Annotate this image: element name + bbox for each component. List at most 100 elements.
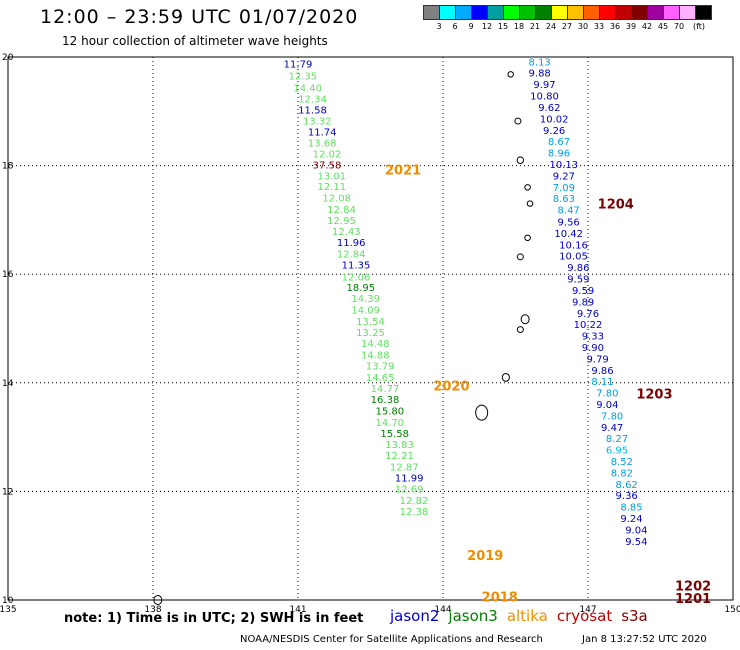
island-outline <box>514 117 522 125</box>
wave-height-value: 9.86 <box>567 263 589 274</box>
wave-height-value: 9.54 <box>625 537 647 548</box>
map-title: 12:00 – 23:59 UTC 01/07/2020 <box>40 6 359 28</box>
wave-height-value: 7.80 <box>601 411 623 422</box>
latitude-tick-label: 18 <box>2 162 14 172</box>
wave-height-value: 8.27 <box>606 434 628 445</box>
wave-height-value: 9.33 <box>582 332 604 343</box>
wave-height-value: 9.86 <box>591 366 613 377</box>
wave-height-value: 8.82 <box>611 468 633 479</box>
wave-height-value: 14.09 <box>351 305 380 316</box>
satellite-legend: jason2 jason3 altika cryosat s3a <box>390 607 657 625</box>
island-outline <box>520 314 530 325</box>
wave-height-value: 12.21 <box>385 451 414 462</box>
latitude-tick-label: 14 <box>2 379 14 389</box>
wave-height-value: 9.88 <box>529 69 551 80</box>
wave-height-value: 9.04 <box>596 400 618 411</box>
wave-height-value: 14.40 <box>293 83 322 94</box>
color-scale-label: 6 <box>452 22 458 31</box>
wave-height-value: 9.89 <box>572 297 594 308</box>
wave-height-value: 8.47 <box>558 206 580 217</box>
longitude-tick-label: 135 <box>0 605 17 615</box>
wave-height-value: 13.54 <box>356 317 385 328</box>
footer-note: note: 1) Time is in UTC; 2) SWH is in fe… <box>64 611 364 626</box>
island-outline <box>507 71 514 78</box>
color-scale-label: 45 <box>657 22 669 31</box>
wave-height-value: 14.48 <box>361 339 390 350</box>
wave-height-value: 12.34 <box>298 94 327 105</box>
wave-height-value: 8.11 <box>591 377 613 388</box>
wave-height-value: 11.79 <box>284 60 313 71</box>
wave-height-value: 12.43 <box>332 227 361 238</box>
color-scale-label: 15 <box>497 22 509 31</box>
wave-height-value: 14.65 <box>366 373 395 384</box>
latitude-tick-label: 12 <box>2 487 13 497</box>
credit-line: NOAA/NESDIS Center for Satellite Applica… <box>240 634 543 645</box>
wave-height-value: 9.36 <box>616 491 638 502</box>
wave-height-value: 13.01 <box>318 171 347 182</box>
longitude-tick-label: 144 <box>434 605 451 615</box>
color-scale-label: 18 <box>513 22 525 31</box>
island-outline <box>516 326 524 334</box>
latitude-tick-label: 16 <box>2 270 14 280</box>
map-frame <box>7 56 734 601</box>
wave-height-value: 9.97 <box>533 80 555 91</box>
year-label: 2021 <box>385 163 421 178</box>
wave-height-value: 7.80 <box>596 389 618 400</box>
legend-item-cryosat: cryosat <box>556 607 613 625</box>
wave-height-value: 15.80 <box>376 406 405 417</box>
wave-height-value: 8.85 <box>620 503 642 514</box>
longitude-tick-label: 138 <box>144 605 161 615</box>
wave-height-value: 12.08 <box>322 194 351 205</box>
color-scale-label: 21 <box>529 22 541 31</box>
wave-height-value: 10.13 <box>550 160 579 171</box>
latitude-tick-label: 20 <box>2 53 14 63</box>
wave-height-value: 8.63 <box>553 194 575 205</box>
color-scale-bar <box>423 5 712 20</box>
wave-height-value: 12.38 <box>400 507 429 518</box>
wave-height-value: 12.02 <box>313 150 342 161</box>
wave-height-value: 7.09 <box>553 183 575 194</box>
wave-height-value: 9.47 <box>601 423 623 434</box>
wave-height-value: 13.25 <box>356 328 385 339</box>
wave-height-value: 12.87 <box>390 462 419 473</box>
wave-height-value: 9.79 <box>587 354 609 365</box>
island-outline <box>524 184 531 191</box>
wave-height-value: 8.96 <box>548 149 570 160</box>
wave-height-value: 10.02 <box>540 114 569 125</box>
wave-height-value: 11.58 <box>298 106 327 117</box>
year-label: 2020 <box>433 380 469 395</box>
wave-height-value: 10.80 <box>530 92 559 103</box>
wave-height-value: 11.35 <box>342 260 371 271</box>
wave-height-value: 37.58 <box>313 161 342 172</box>
island-outline <box>516 156 525 164</box>
generation-timestamp: Jan 8 13:27:52 UTC 2020 <box>582 634 707 645</box>
wave-height-value: 9.76 <box>577 309 599 320</box>
wave-height-value: 8.52 <box>611 457 633 468</box>
legend-item-s3a: s3a <box>621 607 648 625</box>
year-label: 2018 <box>482 591 518 606</box>
wave-height-value: 9.26 <box>543 126 565 137</box>
wave-height-value: 12.35 <box>289 71 318 82</box>
wave-height-value: 9.56 <box>558 218 580 229</box>
wave-height-value: 11.96 <box>337 238 366 249</box>
island-outline <box>475 404 489 421</box>
wave-height-value: 10.22 <box>574 320 603 331</box>
color-scale-label: 39 <box>625 22 637 31</box>
map-subtitle: 12 hour collection of altimeter wave hei… <box>62 34 328 48</box>
longitude-tick-label: 141 <box>289 605 306 615</box>
wave-height-value: 9.24 <box>620 514 642 525</box>
island-outline <box>524 234 531 242</box>
color-scale-label: 3 <box>436 22 442 31</box>
color-scale-label: 70 <box>673 22 685 31</box>
wave-height-value: 14.88 <box>361 351 390 362</box>
wave-height-value: 9.59 <box>567 275 589 286</box>
legend-item-jason2: jason2 <box>390 607 440 625</box>
wave-height-value: 11.99 <box>395 473 424 484</box>
legend-item-altika: altika <box>506 607 548 625</box>
wave-height-value: 11.74 <box>308 127 337 138</box>
island-outline <box>526 200 534 207</box>
wave-height-value: 9.27 <box>553 171 575 182</box>
wave-height-value: 9.90 <box>582 343 604 354</box>
wave-height-value: 8.13 <box>529 57 551 68</box>
wave-height-value: 12.82 <box>400 496 429 507</box>
